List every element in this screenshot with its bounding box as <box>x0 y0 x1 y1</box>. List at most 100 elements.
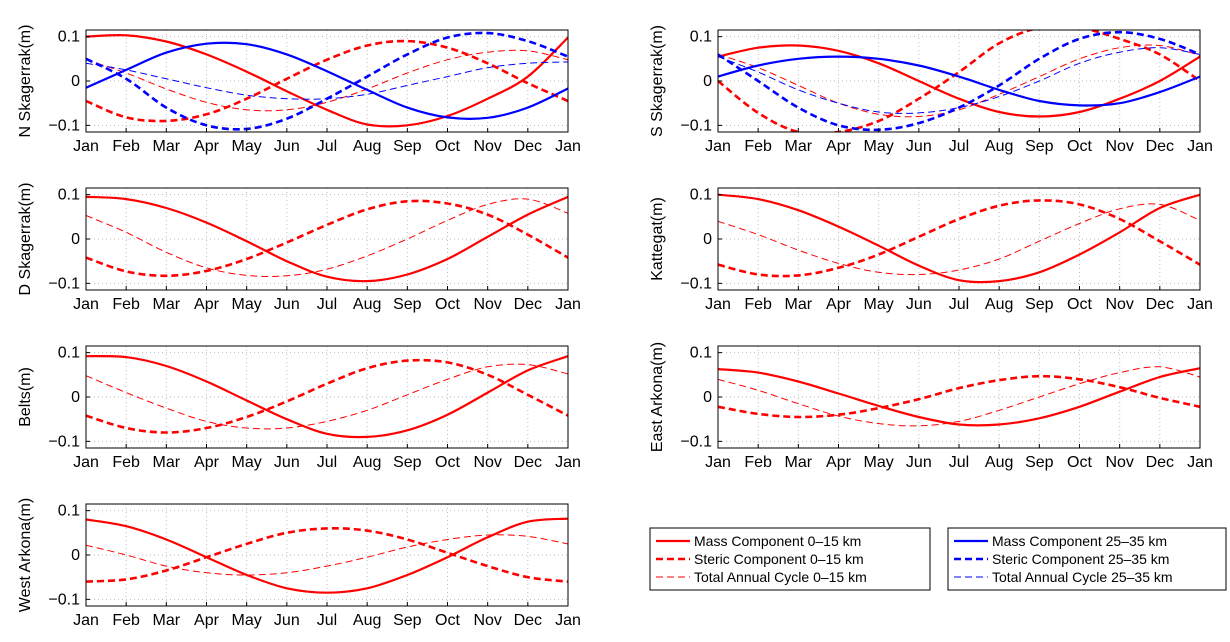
chart-panel-3: Jan Feb Mar Apr May Jun Jul Aug Sep Oct Nov Dec Jan −… <box>17 183 581 313</box>
x-tick-label: Nov <box>473 454 501 471</box>
y-tick-label: 0.1 <box>58 345 80 362</box>
series-line-1 <box>718 367 1200 427</box>
x-tick-label: Jan <box>1187 296 1213 313</box>
y-axis-label: West Arkona(m) <box>17 498 34 612</box>
chart-panel-2: Jan Feb Mar Apr May Jun Jul Aug Sep Oct Nov Dec Jan −… <box>649 25 1213 155</box>
y-tick-label: 0 <box>703 73 712 90</box>
legend-label: Total Annual Cycle 0–15 km <box>694 569 867 585</box>
legend-box-1: Mass Component 0–15 km Steric Component 0… <box>649 527 931 591</box>
x-tick-label: Feb <box>112 296 140 313</box>
x-tick-label: Jan <box>73 454 99 471</box>
x-tick-label: Dec <box>1146 454 1174 471</box>
x-tick-label: Aug <box>985 454 1013 471</box>
series-line-4 <box>718 55 1200 107</box>
x-tick-label: Nov <box>1105 454 1133 471</box>
x-tick-label: Oct <box>435 454 460 471</box>
x-tick-label: Sep <box>393 454 422 471</box>
x-tick-label: Sep <box>1025 138 1054 155</box>
x-tick-label: Jun <box>274 138 300 155</box>
x-tick-label: Oct <box>435 612 460 629</box>
y-tick-label: −0.1 <box>48 433 80 450</box>
x-tick-label: Dec <box>514 612 542 629</box>
x-tick-label: Jul <box>317 454 337 471</box>
series-line-6 <box>86 61 568 100</box>
x-tick-label: Jan <box>73 296 99 313</box>
series-line-4 <box>86 41 568 120</box>
x-tick-label: Jun <box>274 612 300 629</box>
x-tick-label: Jan <box>705 138 731 155</box>
x-tick-label: Jan <box>555 296 581 313</box>
series-group <box>718 30 1200 132</box>
x-tick-label: Feb <box>112 454 140 471</box>
legend-label: Steric Component 25–35 km <box>992 551 1169 567</box>
series-group <box>718 193 1200 284</box>
x-tick-label: May <box>864 296 894 313</box>
x-tick-label: Dec <box>514 296 542 313</box>
x-tick-label: Jan <box>555 612 581 629</box>
series-line-2 <box>86 358 568 434</box>
y-tick-label: 0.1 <box>690 29 712 46</box>
x-tick-label: Mar <box>785 454 813 471</box>
series-line-3 <box>718 203 1200 276</box>
x-tick-label: Feb <box>744 138 772 155</box>
x-tick-label: Jan <box>73 138 99 155</box>
x-tick-label: May <box>232 296 262 313</box>
x-tick-label: Nov <box>473 138 501 155</box>
legend-label: Steric Component 0–15 km <box>694 551 864 567</box>
y-tick-label: −0.1 <box>48 117 80 134</box>
legend-label: Total Annual Cycle 25–35 km <box>992 569 1173 585</box>
x-tick-label: Nov <box>473 296 501 313</box>
x-tick-label: Mar <box>153 454 181 471</box>
x-tick-label: Oct <box>1067 138 1092 155</box>
y-tick-label: −0.1 <box>680 117 712 134</box>
series-group <box>86 517 568 594</box>
x-tick-label: Feb <box>112 612 140 629</box>
y-tick-label: −0.1 <box>48 275 80 292</box>
x-tick-label: Sep <box>393 612 422 629</box>
x-tick-label: Jul <box>949 296 969 313</box>
x-tick-label: Aug <box>985 138 1013 155</box>
chart-panel-5: Jan Feb Mar Apr May Jun Jul Aug Sep Oct Nov Dec Jan −… <box>17 345 581 471</box>
x-tick-label: Apr <box>826 454 852 471</box>
legend-box-2: Mass Component 25–35 km Steric Component … <box>947 527 1227 591</box>
y-axis-label: N Skagerrak(m) <box>17 25 34 138</box>
series-line-1 <box>86 195 568 283</box>
x-tick-label: Feb <box>112 138 140 155</box>
x-tick-label: Jun <box>274 296 300 313</box>
y-tick-label: −0.1 <box>680 275 712 292</box>
series-line-2 <box>718 199 1200 278</box>
series-line-3 <box>86 534 568 576</box>
x-tick-label: Jun <box>906 454 932 471</box>
x-tick-label: May <box>864 454 894 471</box>
x-tick-label: Nov <box>1105 138 1133 155</box>
series-line-5 <box>718 30 1200 132</box>
y-tick-label: 0.1 <box>58 187 80 204</box>
x-tick-label: Jan <box>705 296 731 313</box>
y-tick-label: 0.1 <box>58 503 80 520</box>
y-tick-label: 0 <box>71 547 80 564</box>
series-group <box>718 366 1200 427</box>
x-tick-label: Mar <box>153 612 181 629</box>
x-tick-label: Apr <box>194 138 220 155</box>
x-tick-label: Sep <box>1025 454 1054 471</box>
x-tick-label: Aug <box>353 454 381 471</box>
x-tick-label: Aug <box>353 296 381 313</box>
x-tick-label: Dec <box>1146 138 1174 155</box>
x-tick-label: Dec <box>514 454 542 471</box>
x-tick-label: Mar <box>153 138 181 155</box>
series-line-2 <box>718 374 1200 419</box>
chart-panel-7: Jan Feb Mar Apr May Jun Jul Aug Sep Oct Nov Dec Jan −… <box>17 498 581 629</box>
x-tick-label: Jan <box>1187 138 1213 155</box>
x-tick-label: Jul <box>317 296 337 313</box>
series-line-1 <box>718 44 1200 118</box>
y-tick-label: 0.1 <box>690 345 712 362</box>
x-tick-label: Jul <box>317 612 337 629</box>
y-tick-label: 0 <box>71 231 80 248</box>
chart-panel-6: Jan Feb Mar Apr May Jun Jul Aug Sep Oct Nov Dec Jan −… <box>649 342 1213 471</box>
series-line-2 <box>86 39 568 123</box>
x-tick-label: Dec <box>514 138 542 155</box>
x-tick-label: Feb <box>744 296 772 313</box>
x-tick-label: Jan <box>555 138 581 155</box>
x-tick-label: Apr <box>826 138 852 155</box>
